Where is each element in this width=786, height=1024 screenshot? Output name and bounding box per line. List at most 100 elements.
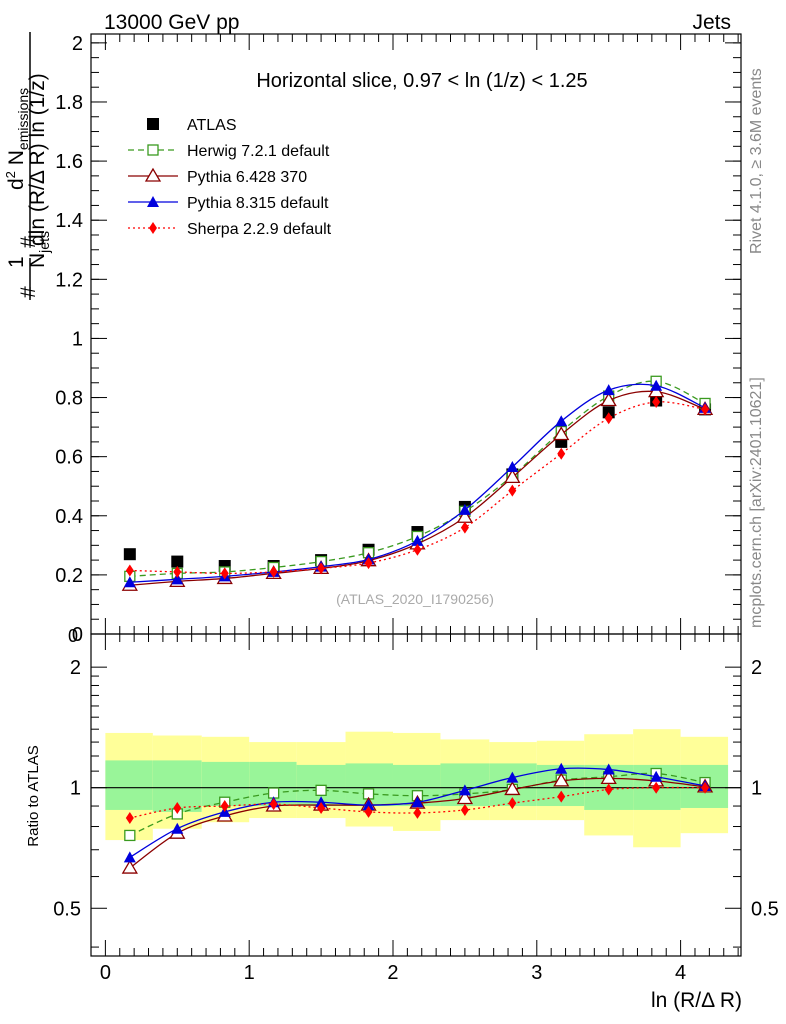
data-point-pythia-8-315-default <box>602 384 615 396</box>
legend: ATLAS Herwig 7.2.1 default Pythia 6.428 37… <box>128 117 332 238</box>
main-y-tick-label: 1.8 <box>55 92 83 114</box>
main-y-tick-label: 0.8 <box>55 388 83 410</box>
data-point-atlas <box>123 548 136 561</box>
data-point-pythia-8-315-default <box>171 822 184 834</box>
ratio-band-inner <box>105 760 153 810</box>
x-tick-label: 3 <box>531 962 542 984</box>
data-point-pythia-6-428-370 <box>121 859 138 874</box>
plot-title: Horizontal slice, 0.97 < ln (1/z) < 1.25 <box>256 70 587 92</box>
ratio-y-tick-label: 1 <box>70 778 81 800</box>
data-point-pythia-6-428-370 <box>456 790 474 805</box>
legend-label-atlas: ATLAS <box>187 117 237 134</box>
ratio-y-axis-label: Ratio to ATLAS <box>25 745 42 846</box>
legend-marker-atlas <box>147 118 159 130</box>
main-panel: 0 0.2 0.4 0.6 0.8 1 1.2 1.4 1.6 1.8 2 0 <box>55 33 742 646</box>
main-y-tick-zero-clipped: 0 <box>68 626 78 646</box>
ylabel-frac2: # <box>17 236 40 248</box>
ratio-y-tick-label-right: 0.5 <box>751 898 779 920</box>
data-point-sherpa-2-2-9-default <box>364 805 373 818</box>
main-y-tick-label: 0.6 <box>55 447 83 469</box>
data-point-pythia-8-315-default <box>506 771 519 783</box>
data-point-pythia-6-428-370 <box>600 392 617 407</box>
main-y-tick-label: 0.2 <box>55 565 83 587</box>
main-y-tick-label: 0.4 <box>55 506 83 528</box>
legend-label-pythia-8-315-default: Pythia 8.315 default <box>187 195 329 212</box>
series-line-pythia-6-428-370 <box>129 390 706 586</box>
data-point-sherpa-2-2-9-default <box>652 781 661 794</box>
data-point-sherpa-2-2-9-default <box>269 798 278 811</box>
data-point-pythia-8-315-default <box>458 503 471 515</box>
data-point-pythia-8-315-default <box>411 796 424 808</box>
ratio-y-tick-label-right: 2 <box>751 657 762 679</box>
data-point-sherpa-2-2-9-default <box>604 783 613 796</box>
legend-marker-herwig-7-2-1-default <box>147 144 159 156</box>
data-point-pythia-8-315-default <box>458 784 471 796</box>
data-point-pythia-6-428-370 <box>504 469 521 483</box>
main-y-tick-label: 1.6 <box>55 151 83 173</box>
main-y-axis-label: # 1 Njets d2 Nemissions # dln (R/Δ R) ln… <box>3 32 52 300</box>
data-point-sherpa-2-2-9-default <box>413 806 422 819</box>
data-point-pythia-8-315-default <box>411 534 424 546</box>
energy-label: 13000 GeV pp <box>104 11 239 34</box>
ratio-y-tick-label: 0.5 <box>53 898 81 920</box>
x-tick-label: 0 <box>100 962 111 984</box>
data-point-sherpa-2-2-9-default <box>125 564 134 577</box>
data-point-atlas <box>171 555 184 568</box>
data-point-pythia-8-315-default <box>315 796 328 808</box>
data-point-sherpa-2-2-9-default <box>508 484 517 497</box>
data-point-sherpa-2-2-9-default <box>701 403 710 416</box>
main-y-tick-label: 1.2 <box>55 269 83 291</box>
data-point-pythia-8-315-default <box>650 379 663 391</box>
legend-marker-pythia-6-428-370 <box>144 167 162 182</box>
legend-label-pythia-6-428-370: Pythia 6.428 370 <box>187 169 307 186</box>
data-point-sherpa-2-2-9-default <box>317 801 326 814</box>
analysis-id: (ATLAS_2020_I1790256) <box>336 591 494 607</box>
ratio-panel: 0.5 0.5 1 1 2 2 0 1 2 3 4 <box>53 633 779 984</box>
data-point-pythia-8-315-default <box>123 851 136 863</box>
data-point-sherpa-2-2-9-default <box>460 803 469 816</box>
data-point-pythia-6-428-370 <box>553 426 570 441</box>
data-point-sherpa-2-2-9-default <box>604 412 613 425</box>
data-point-sherpa-2-2-9-default <box>460 521 469 534</box>
legend-marker-pythia-8-315-default <box>147 196 159 207</box>
data-point-sherpa-2-2-9-default <box>364 557 373 570</box>
data-point-sherpa-2-2-9-default <box>125 812 134 825</box>
data-point-sherpa-2-2-9-default <box>701 781 710 794</box>
x-axis-label: ln (R/Δ R) <box>651 989 742 1012</box>
main-y-tick-label: 0 <box>72 624 83 646</box>
x-tick-label: 4 <box>675 962 686 984</box>
data-point-sherpa-2-2-9-default <box>173 565 182 578</box>
legend-label-herwig-7-2-1-default: Herwig 7.2.1 default <box>187 143 330 160</box>
ylabel-frac1: # <box>17 286 40 298</box>
data-point-sherpa-2-2-9-default <box>557 447 566 460</box>
data-point-sherpa-2-2-9-default <box>269 565 278 578</box>
data-point-pythia-8-315-default <box>650 770 663 782</box>
data-point-sherpa-2-2-9-default <box>652 395 661 408</box>
legend-marker-sherpa-2-2-9-default <box>149 222 157 234</box>
data-point-pythia-8-315-default <box>602 763 615 775</box>
ratio-frame <box>90 633 742 957</box>
data-point-pythia-8-315-default <box>555 415 568 427</box>
ratio-y-tick-label-right: 1 <box>751 778 762 800</box>
data-point-sherpa-2-2-9-default <box>557 790 566 803</box>
data-point-pythia-6-428-370 <box>600 770 617 785</box>
data-point-herwig-7-2-1-default <box>315 784 327 796</box>
data-point-pythia-8-315-default <box>555 762 568 774</box>
data-point-pythia-8-315-default <box>506 461 519 473</box>
process-label: Jets <box>692 11 731 34</box>
data-point-pythia-6-428-370 <box>553 772 570 787</box>
data-point-pythia-8-315-default <box>171 573 184 585</box>
data-point-sherpa-2-2-9-default <box>173 801 182 814</box>
main-y-tick-label: 2 <box>72 33 83 55</box>
rivet-label: Rivet 4.1.0, ≥ 3.6M events <box>748 68 765 254</box>
x-tick-label: 1 <box>244 962 255 984</box>
data-point-sherpa-2-2-9-default <box>508 797 517 810</box>
data-point-pythia-8-315-default <box>362 799 375 811</box>
data-point-sherpa-2-2-9-default <box>317 562 326 575</box>
data-point-herwig-7-2-1-default <box>124 829 136 842</box>
x-tick-label: 2 <box>387 962 398 984</box>
main-y-tick-label: 1 <box>72 328 83 350</box>
data-point-sherpa-2-2-9-default <box>413 543 422 556</box>
